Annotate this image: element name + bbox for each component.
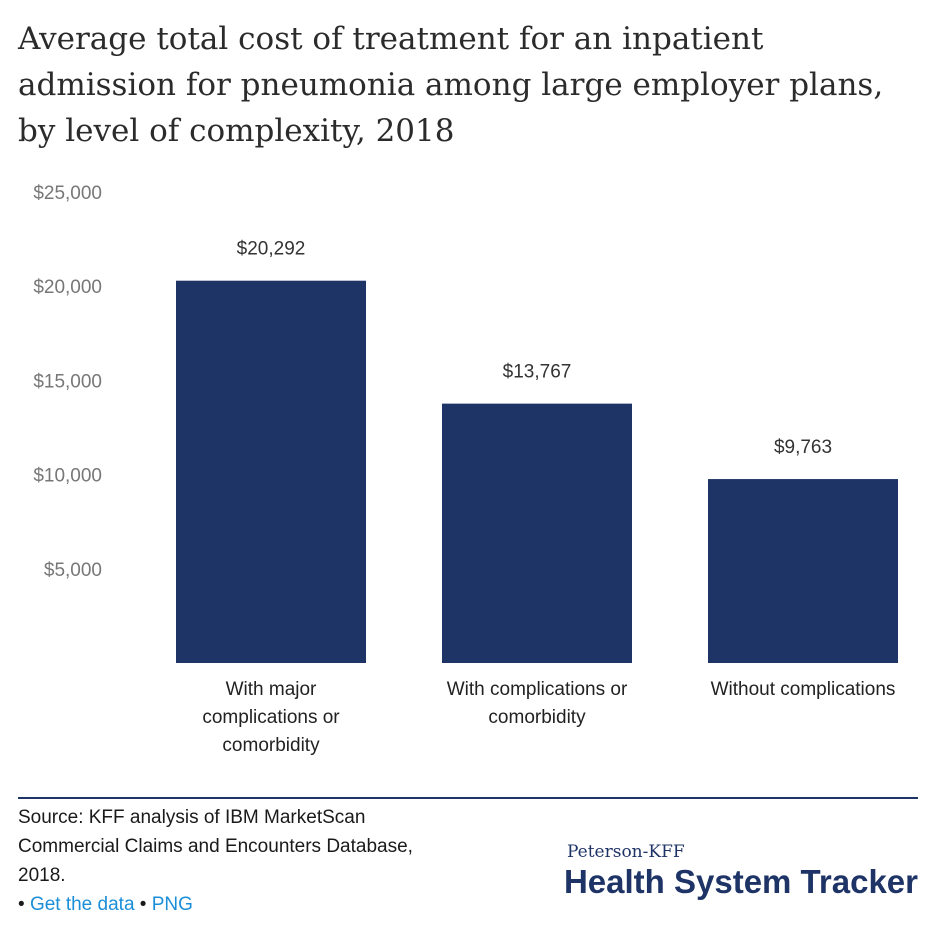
bullet-separator: • — [139, 894, 147, 915]
x-tick-label: comorbidity — [222, 735, 320, 756]
x-tick-label: With complications or — [447, 679, 628, 700]
bar — [708, 479, 898, 663]
data-label: $20,292 — [237, 239, 306, 260]
x-tick-label: Without complications — [711, 679, 896, 700]
footer-divider — [18, 797, 918, 799]
get-data-link[interactable]: Get the data — [29, 894, 135, 915]
y-tick-label: $15,000 — [33, 371, 102, 392]
x-tick-label: complications or — [202, 707, 340, 728]
y-tick-label: $20,000 — [33, 277, 102, 298]
bar-chart: $5,000 $10,000 $15,000 $20,000 $25,000 $20,29… — [33, 183, 898, 756]
x-tick-label: With major — [226, 679, 317, 700]
y-tick-label: $10,000 — [33, 466, 102, 487]
data-label: $9,763 — [774, 437, 832, 458]
bar — [442, 403, 632, 663]
y-tick-label: $25,000 — [33, 183, 102, 204]
x-tick-label: comorbidity — [488, 707, 586, 728]
source-note: Source: KFF analysis of IBM MarketScan C… — [18, 803, 438, 919]
brand-logo: Peterson-KFF Health System Tracker — [564, 842, 918, 902]
y-tick-label: $5,000 — [44, 560, 102, 581]
source-text: Source: KFF analysis of IBM MarketScan C… — [18, 807, 413, 886]
png-link[interactable]: PNG — [151, 894, 193, 915]
bar — [176, 280, 366, 663]
bullet-separator: • — [18, 894, 25, 915]
logo-title: Health System Tracker — [563, 863, 918, 900]
chart-title: Average total cost of treatment for an i… — [18, 21, 884, 149]
logo-subtitle: Peterson-KFF — [566, 842, 685, 862]
data-label: $13,767 — [503, 362, 572, 383]
